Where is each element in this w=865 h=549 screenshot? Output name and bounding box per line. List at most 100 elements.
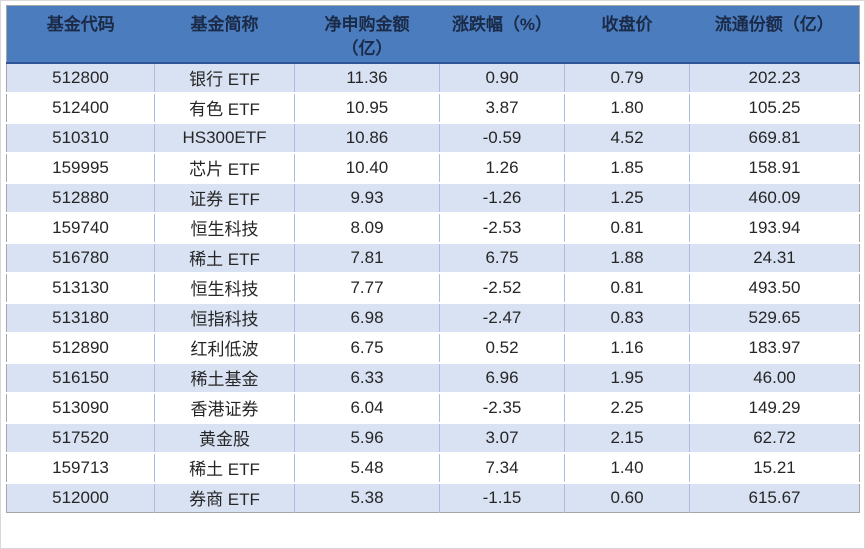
column-header-fund-name: 基金简称 [154,5,295,64]
change-pct-cell: 3.87 [439,92,565,124]
fund-name-cell: 证券 ETF [154,182,295,214]
fund-code-cell: 512880 [6,182,155,214]
net-purchase-cell: 9.93 [294,182,440,214]
fund-code-cell: 513130 [6,272,155,304]
float-shares-cell: 149.29 [689,392,860,424]
table-row: 159740 恒生科技 8.09 -2.53 0.81 193.94 [6,212,860,244]
fund-name-cell: 有色 ETF [154,92,295,124]
net-purchase-cell: 6.75 [294,332,440,364]
table-row: 516780 稀土 ETF 7.81 6.75 1.88 24.31 [6,242,860,274]
table-row: 512880 证券 ETF 9.93 -1.26 1.25 460.09 [6,182,860,214]
close-price-cell: 2.25 [564,392,690,424]
table-row: 513180 恒指科技 6.98 -2.47 0.83 529.65 [6,302,860,334]
change-pct-cell: -1.26 [439,182,565,214]
fund-name-cell: 红利低波 [154,332,295,364]
change-pct-cell: -0.59 [439,122,565,154]
change-pct-cell: 3.07 [439,422,565,454]
table-row: 512000 券商 ETF 5.38 -1.15 0.60 615.67 [6,482,860,513]
table-row: 159713 稀土 ETF 5.48 7.34 1.40 15.21 [6,452,860,484]
net-purchase-cell: 7.77 [294,272,440,304]
table-row: 517520 黄金股 5.96 3.07 2.15 62.72 [6,422,860,454]
fund-code-cell: 513090 [6,392,155,424]
net-purchase-cell: 6.04 [294,392,440,424]
close-price-cell: 1.88 [564,242,690,274]
change-pct-cell: 6.96 [439,362,565,394]
table-row: 510310 HS300ETF 10.86 -0.59 4.52 669.81 [6,122,860,154]
close-price-cell: 0.60 [564,482,690,513]
fund-code-cell: 510310 [6,122,155,154]
net-purchase-cell: 10.95 [294,92,440,124]
net-purchase-cell: 6.33 [294,362,440,394]
fund-name-cell: 恒生科技 [154,272,295,304]
fund-code-cell: 516780 [6,242,155,274]
fund-code-cell: 512800 [6,62,155,94]
fund-name-cell: 稀土 ETF [154,242,295,274]
table-row: 516150 稀土基金 6.33 6.96 1.95 46.00 [6,362,860,394]
fund-name-cell: 黄金股 [154,422,295,454]
net-purchase-cell: 6.98 [294,302,440,334]
fund-name-cell: 银行 ETF [154,62,295,94]
fund-name-cell: HS300ETF [154,122,295,154]
float-shares-cell: 529.65 [689,302,860,334]
table-row: 159995 芯片 ETF 10.40 1.26 1.85 158.91 [6,152,860,184]
net-purchase-cell: 5.96 [294,422,440,454]
float-shares-cell: 193.94 [689,212,860,244]
float-shares-cell: 46.00 [689,362,860,394]
header-row: 基金代码 基金简称 净申购金额 （亿） 涨跌幅（%） 收盘价 流通份额（亿） [6,5,860,64]
close-price-cell: 1.25 [564,182,690,214]
float-shares-cell: 669.81 [689,122,860,154]
net-purchase-cell: 10.40 [294,152,440,184]
table-row: 512800 银行 ETF 11.36 0.90 0.79 202.23 [6,62,860,94]
column-header-fund-code: 基金代码 [6,5,155,64]
float-shares-cell: 62.72 [689,422,860,454]
close-price-cell: 0.83 [564,302,690,334]
close-price-cell: 1.40 [564,452,690,484]
table-row: 512400 有色 ETF 10.95 3.87 1.80 105.25 [6,92,860,124]
close-price-cell: 0.81 [564,212,690,244]
close-price-cell: 0.81 [564,272,690,304]
column-header-net-purchase: 净申购金额 （亿） [294,5,440,64]
change-pct-cell: 1.26 [439,152,565,184]
table-body: 512800 银行 ETF 11.36 0.90 0.79 202.23 512400 有色 … [6,62,860,513]
fund-code-cell: 512400 [6,92,155,124]
change-pct-cell: 0.90 [439,62,565,94]
change-pct-cell: 0.52 [439,332,565,364]
fund-name-cell: 恒指科技 [154,302,295,334]
change-pct-cell: -2.35 [439,392,565,424]
fund-name-cell: 恒生科技 [154,212,295,244]
fund-code-cell: 512890 [6,332,155,364]
close-price-cell: 1.80 [564,92,690,124]
close-price-cell: 2.15 [564,422,690,454]
fund-code-cell: 513180 [6,302,155,334]
net-purchase-cell: 5.38 [294,482,440,513]
table-row: 513090 香港证券 6.04 -2.35 2.25 149.29 [6,392,860,424]
fund-code-cell: 517520 [6,422,155,454]
float-shares-cell: 24.31 [689,242,860,274]
float-shares-cell: 105.25 [689,92,860,124]
change-pct-cell: -1.15 [439,482,565,513]
float-shares-cell: 15.21 [689,452,860,484]
fund-name-cell: 稀土 ETF [154,452,295,484]
float-shares-cell: 460.09 [689,182,860,214]
column-header-float-shares: 流通份额（亿） [689,5,860,64]
fund-code-cell: 159740 [6,212,155,244]
table-row: 512890 红利低波 6.75 0.52 1.16 183.97 [6,332,860,364]
table-row: 513130 恒生科技 7.77 -2.52 0.81 493.50 [6,272,860,304]
column-header-change-pct: 涨跌幅（%） [439,5,565,64]
change-pct-cell: 6.75 [439,242,565,274]
close-price-cell: 0.79 [564,62,690,94]
fund-code-cell: 512000 [6,482,155,513]
net-purchase-cell: 5.48 [294,452,440,484]
change-pct-cell: 7.34 [439,452,565,484]
net-purchase-cell: 11.36 [294,62,440,94]
fund-code-cell: 159713 [6,452,155,484]
change-pct-cell: -2.52 [439,272,565,304]
close-price-cell: 1.95 [564,362,690,394]
float-shares-cell: 493.50 [689,272,860,304]
change-pct-cell: -2.47 [439,302,565,334]
close-price-cell: 1.16 [564,332,690,364]
float-shares-cell: 158.91 [689,152,860,184]
net-purchase-cell: 8.09 [294,212,440,244]
float-shares-cell: 183.97 [689,332,860,364]
